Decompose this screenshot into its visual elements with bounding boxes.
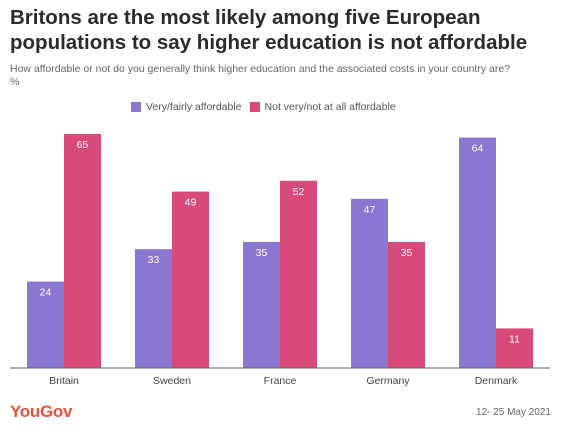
bar-france-series-1 [280,180,317,368]
unit-label: % [10,76,20,88]
data-label-germany-series-0: 47 [364,204,376,216]
bar-britain-series-0 [27,281,64,368]
legend-swatch-not-affordable [249,102,260,112]
data-label-britain-series-1: 65 [77,139,89,151]
chart-title: Britons are the most likely among five E… [10,6,528,54]
data-label-denmark-series-0: 64 [472,143,484,155]
data-label-denmark-series-1: 11 [509,333,520,345]
bar-sweden-series-1 [172,191,209,368]
category-label-britain: Britain [49,375,79,387]
data-label-france-series-0: 35 [256,247,268,259]
survey-date: 12- 25 May 2021 [475,407,551,418]
bar-denmark-series-0 [459,137,496,368]
bar-france-series-0 [243,242,280,368]
bar-denmark-series-1 [496,328,533,368]
legend-swatch-affordable [131,102,141,112]
bar-britain-series-1 [64,134,101,368]
data-label-germany-series-1: 35 [401,247,413,259]
legend-item-affordable: Very/fairly affordable [131,101,242,113]
bar-germany-series-1 [388,242,425,368]
bar-germany-series-0 [351,198,388,368]
yougov-logo: YouGov [10,402,73,421]
category-label-denmark: Denmark [475,375,518,387]
category-label-germany: Germany [366,375,410,387]
data-label-france-series-1: 52 [293,186,305,198]
bar-sweden-series-0 [135,249,172,368]
category-label-france: France [264,375,297,387]
legend-item-not-affordable: Not very/not at all affordable [249,101,396,113]
legend: Very/fairly affordable Not very/not at a… [131,101,404,113]
data-label-sweden-series-1: 49 [185,197,197,209]
legend-label-not-affordable: Not very/not at all affordable [264,101,396,113]
legend-label-affordable: Very/fairly affordable [146,101,242,113]
category-label-sweden: Sweden [153,375,191,387]
data-label-sweden-series-0: 33 [148,254,160,266]
chart-subtitle: How affordable or not do you generally t… [10,63,511,75]
data-label-britain-series-0: 24 [40,287,52,299]
